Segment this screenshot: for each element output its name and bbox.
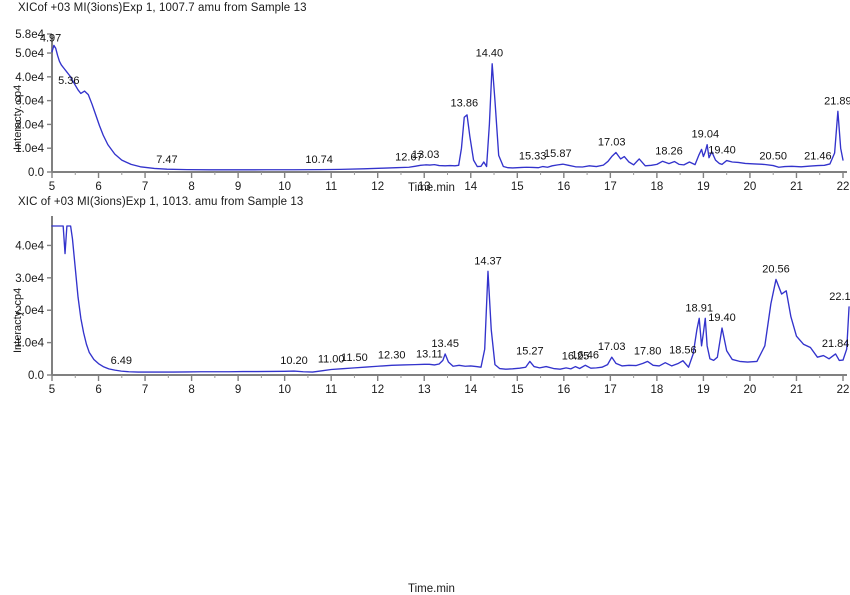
x-tick-label: 11 [325,384,337,396]
peak-label: 20.56 [762,263,790,275]
peak-label: 21.89 [824,95,850,107]
x-tick-label: 12 [371,384,384,396]
x-axis-label-1007: Time.min [408,182,455,194]
chart-title-1013: XIC of +03 MI(3ions)Exp 1, 1013. amu fro… [18,196,304,208]
x-tick-label: 18 [650,384,663,396]
chromatogram-trace [51,225,850,373]
x-tick-label: 11 [325,181,337,193]
x-tick-label: 21 [790,384,803,396]
x-tick-label: 17 [604,384,617,396]
peak-label: 12.67 [395,152,423,164]
peak-label: 13.11 [416,348,443,360]
x-tick-label: 10 [278,384,291,396]
x-tick-label: 14 [464,181,477,193]
peak-label: 21.84 [822,338,850,350]
peak-label: 16.25 [562,351,590,363]
peak-label: 19.04 [692,129,720,141]
y-tick-label: 4.0e4 [15,240,44,252]
y-tick-label: 1.0e4 [15,143,44,155]
peak-label: 4.97 [40,32,61,44]
peak-label: 15.87 [544,148,572,160]
peak-label: 12.30 [378,349,406,361]
x-tick-label: 12 [371,181,384,193]
x-tick-label: 5 [49,181,55,193]
y-tick-label: 3.0e4 [15,96,44,108]
peak-label: 10.20 [280,355,308,367]
peak-label: 6.49 [111,355,132,367]
chart-svg-1007: 0.0 1.0e4 2.0e4 3.0e4 4.0e4 5.0e4 5.8e4 5 6 7 8 9 10… [15,29,850,193]
x-tick-label: 15 [511,384,524,396]
peak-label: 17.80 [634,345,662,357]
x-tick-label: 22 [837,384,850,396]
x-tick-label: 16 [557,384,570,396]
peak-label: 18.91 [685,302,713,314]
x-tick-label: 19 [697,181,710,193]
peak-label: 20.50 [759,150,787,162]
peak-label: 15.27 [516,345,544,357]
x-tick-label: 8 [188,181,194,193]
x-tick-label: 20 [744,181,757,193]
plot-area-1013: 0.0 1.0e4 2.0e4 3.0e4 4.0e4 5 6 7 8 9 10 11 12 13 14 15… [0,196,850,403]
x-tick-label: 9 [235,384,241,396]
x-tick-label: 6 [95,181,101,193]
x-axis-label-1013: Time.min [408,583,455,595]
x-tick-label: 18 [650,181,663,193]
peak-label: 11.00 [318,354,345,366]
peak-label: 13.45 [431,338,459,350]
x-tick-label: 22 [837,181,850,193]
peak-label: 17.03 [598,341,626,353]
x-tick-label: 7 [142,384,148,396]
chart-svg-1013: 0.0 1.0e4 2.0e4 3.0e4 4.0e4 5 6 7 8 9 10 11 12 13 14 15… [15,216,850,396]
y-tick-label: 0.0 [28,167,44,179]
x-tick-label: 15 [511,181,524,193]
peak-label: 10.74 [305,154,333,166]
x-tick-label: 9 [235,181,241,193]
peak-label: 13.03 [412,149,440,161]
peak-label: 7.47 [156,154,177,166]
y-tick-label: 3.0e4 [15,273,44,285]
x-tick-label: 10 [278,181,291,193]
y-tick-label: 4.0e4 [15,72,44,84]
peak-label: 17.03 [598,137,626,149]
x-tick-label: 17 [604,181,617,193]
peak-label: 19.40 [708,312,736,324]
peak-label: 16.46 [571,349,599,361]
y-tick-label: 0.0 [28,370,44,382]
peak-label: 11.50 [341,352,368,364]
peak-label: 13.86 [451,98,479,110]
peak-label: 14.40 [476,48,504,60]
chart-title-1007: XICof +03 MI(3ions)Exp 1, 1007.7 amu fro… [18,2,307,14]
x-tick-label: 7 [142,181,148,193]
x-tick-label: 19 [697,384,710,396]
peak-label: 18.26 [655,146,683,158]
chart-panel-1007: XICof +03 MI(3ions)Exp 1, 1007.7 amu fro… [0,0,850,200]
y-tick-label: 2.0e4 [15,305,44,317]
chart-panel-1013: XIC of +03 MI(3ions)Exp 1, 1013. amu fro… [0,196,850,595]
y-tick-label: 2.0e4 [15,119,44,131]
x-tick-label: 20 [744,384,757,396]
peak-label: 14.37 [474,255,502,267]
x-tick-label: 14 [464,384,477,396]
plot-area-1007: 0.0 1.0e4 2.0e4 3.0e4 4.0e4 5.0e4 5.8e4 5 6 7 8 9 10… [0,0,850,200]
x-tick-label: 13 [418,384,431,396]
peak-label: 5.36 [58,75,79,87]
x-tick-label: 16 [557,181,570,193]
y-tick-label: 1.0e4 [15,338,44,350]
x-tick-label: 13 [418,181,431,193]
y-tick-label: 5.0e4 [15,48,44,60]
x-tick-label: 8 [188,384,194,396]
chromatogram-trace [51,44,844,171]
x-tick-label: 21 [790,181,803,193]
x-tick-label: 5 [49,384,55,396]
peak-label: 21.46 [804,150,832,162]
peak-label: 15.33 [519,150,547,162]
y-tick-label: 5.8e4 [15,29,44,41]
peak-label: 18.56 [669,345,697,357]
peak-label: 22.13 [829,291,850,303]
x-tick-label: 6 [95,384,101,396]
peak-label: 19.40 [708,145,736,157]
